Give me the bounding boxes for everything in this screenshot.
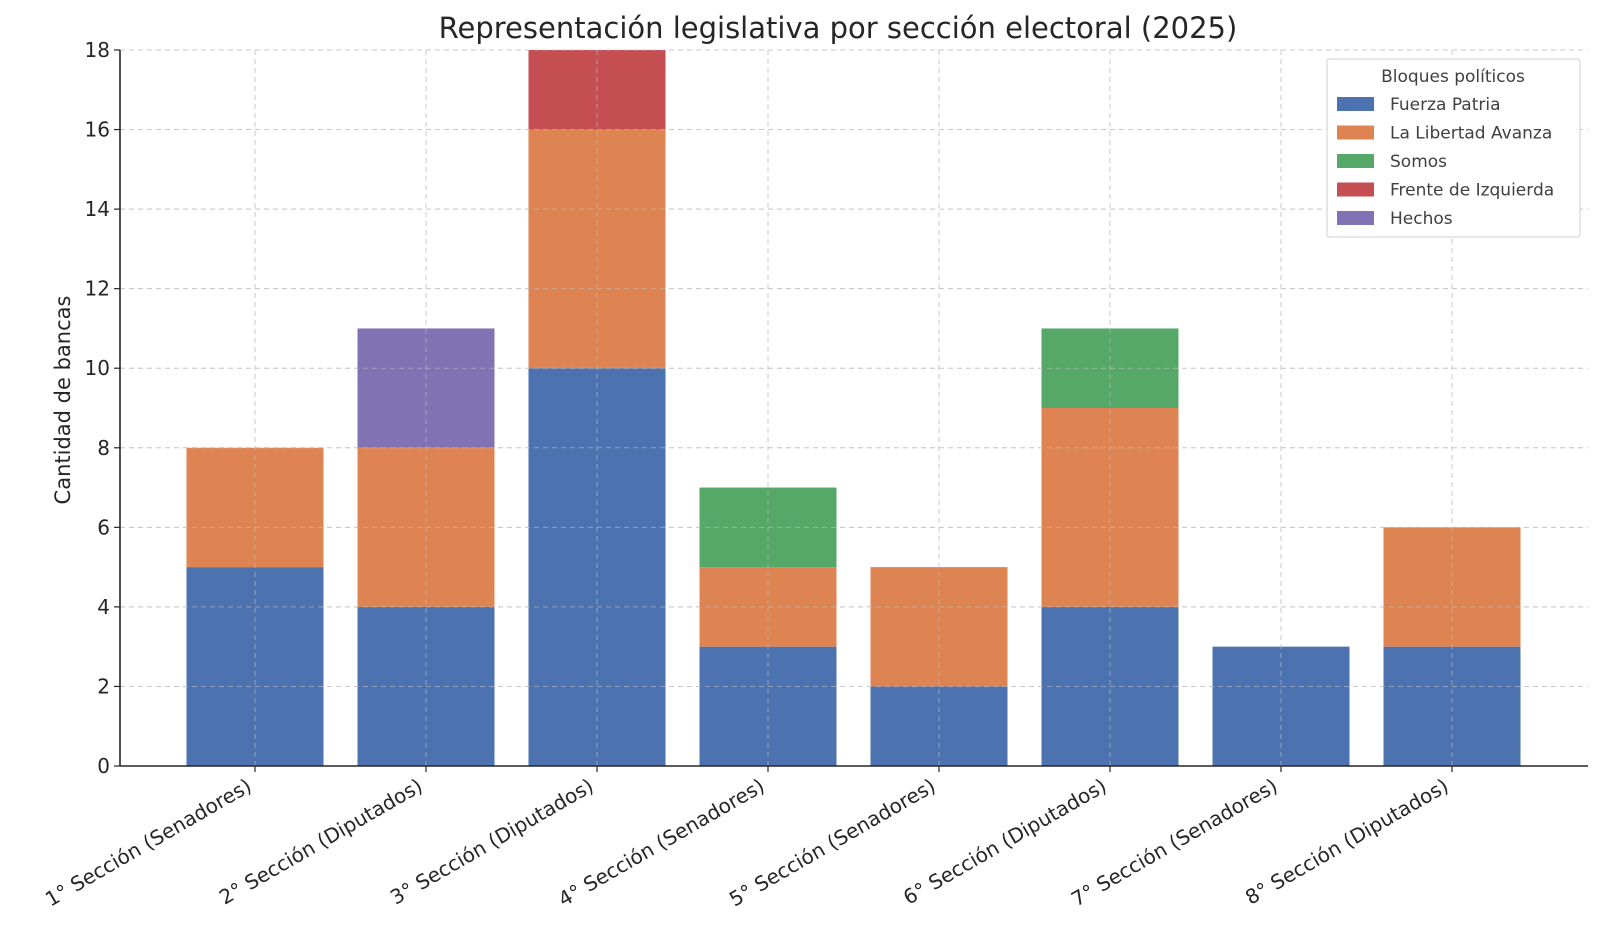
legend-swatch [1337,125,1374,140]
legend-box [1326,58,1581,238]
legend-label: Frente de Izquierda [1390,181,1554,201]
chart-title: Representación legislativa por sección e… [439,11,1238,45]
legend: Bloques políticos Fuerza Patria La Libert… [1326,58,1581,238]
y-axis-ticks: 0 2 4 6 8 10 12 14 16 18 [85,38,120,778]
legend-label: Fuerza Patria [1390,95,1501,115]
y-tick-label: 14 [85,197,110,221]
legend-swatch [1337,182,1374,197]
y-tick-label: 8 [97,436,110,460]
y-tick-label: 16 [85,118,110,142]
y-tick-label: 12 [85,277,110,301]
y-tick-label: 6 [97,515,110,539]
y-tick-label: 4 [97,595,110,619]
legend-label: Hechos [1390,209,1453,229]
y-tick-label: 18 [85,38,110,62]
legend-title: Bloques políticos [1381,67,1525,87]
x-axis-ticks: 1° Sección (Senadores)2° Sección (Diputa… [41,766,1453,911]
y-tick-label: 0 [97,754,110,778]
legend-swatch [1337,97,1374,111]
legend-items: Fuerza Patria La Libertad Avanza Somos Fren… [1337,95,1554,229]
axes [119,50,1588,767]
legend-swatch [1337,211,1374,225]
y-tick-label: 2 [97,674,110,698]
y-tick-label: 10 [85,356,110,380]
y-axis-label: Cantidad de bancas [51,296,75,505]
legend-label: Somos [1390,152,1447,172]
legend-label: La Libertad Avanza [1390,124,1552,144]
legend-swatch [1337,154,1374,168]
